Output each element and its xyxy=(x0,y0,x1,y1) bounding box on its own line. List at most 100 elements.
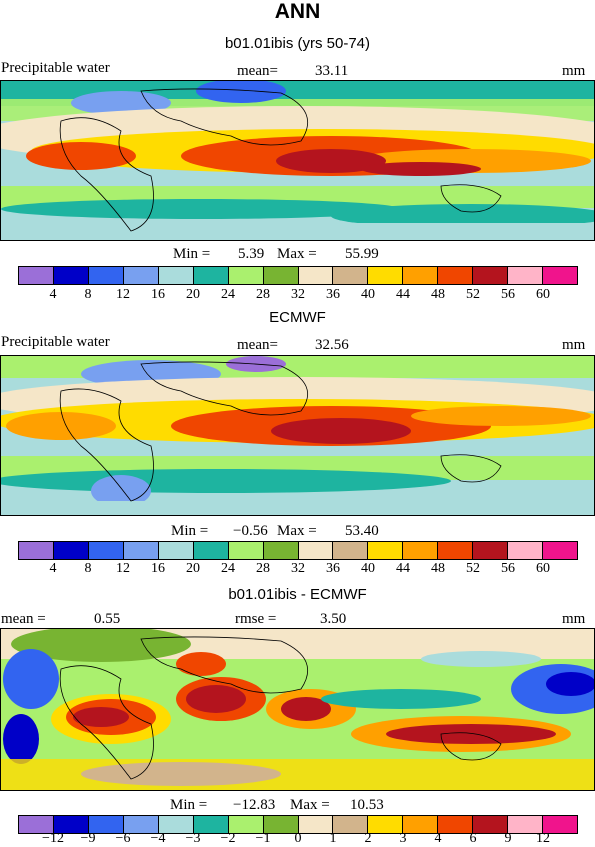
panel2-units: mm xyxy=(562,337,586,353)
colorbar-tick-label: 44 xyxy=(396,287,410,302)
colorbar-tick-label: −4 xyxy=(150,831,166,846)
colorbar-swatch xyxy=(193,816,229,833)
panel2-mean-value: 32.56 xyxy=(315,337,349,353)
colorbar-tick-label: 3 xyxy=(399,831,407,846)
colorbar-tick-label: 0 xyxy=(294,831,302,846)
panel2-map xyxy=(0,355,595,516)
panel1-max-label: Max = xyxy=(277,246,317,262)
panel3-min-label: Min = xyxy=(170,797,208,813)
panel3-colorbar-ticks: −12 −9 −6 −4 −3 −2 −1 0 1 2 3 4 6 9 12 xyxy=(18,831,578,846)
colorbar-swatch xyxy=(368,542,404,559)
colorbar-tick-label: 36 xyxy=(326,561,340,576)
colorbar-swatch xyxy=(88,816,124,833)
colorbar-swatch xyxy=(403,267,439,284)
colorbar-swatch xyxy=(228,816,264,833)
panel2-min-label: Min = xyxy=(171,523,209,539)
colorbar-tick-label: 12 xyxy=(116,561,130,576)
colorbar-swatch xyxy=(53,816,89,833)
colorbar-swatch xyxy=(193,267,229,284)
panel1-field-label: Precipitable water xyxy=(1,60,110,76)
panel2-max-label: Max = xyxy=(277,523,317,539)
colorbar-tick-label: 2 xyxy=(364,831,372,846)
colorbar-tick-label: 28 xyxy=(256,561,270,576)
panel2-subtitle: ECMWF xyxy=(269,309,326,326)
colorbar-tick-label: −6 xyxy=(115,831,131,846)
colorbar-tick-label: 44 xyxy=(396,561,410,576)
colorbar-swatch xyxy=(19,816,54,833)
colorbar-tick-label: 48 xyxy=(431,287,445,302)
panel3-subtitle: b01.01ibis - ECMWF xyxy=(228,586,367,603)
colorbar-swatch xyxy=(298,542,334,559)
colorbar-tick-label: −3 xyxy=(185,831,201,846)
panel1-mean-label: mean= xyxy=(237,63,278,79)
colorbar-tick-label: 24 xyxy=(221,287,235,302)
panel3-mean-label: mean = xyxy=(1,611,46,627)
colorbar-tick-label: 56 xyxy=(501,561,515,576)
panel3-map xyxy=(0,628,595,791)
colorbar-tick-label: 8 xyxy=(84,287,92,302)
colorbar-swatch xyxy=(438,542,474,559)
colorbar-swatch xyxy=(158,816,194,833)
colorbar-swatch xyxy=(333,267,369,284)
colorbar-tick-label: −9 xyxy=(80,831,96,846)
colorbar-swatch xyxy=(508,816,544,833)
colorbar-tick-label: 12 xyxy=(116,287,130,302)
colorbar-swatch xyxy=(298,267,334,284)
colorbar-tick-label: 16 xyxy=(151,561,165,576)
colorbar-swatch xyxy=(53,542,89,559)
colorbar-tick-label: 52 xyxy=(466,287,480,302)
colorbar-tick-label: −12 xyxy=(42,831,64,846)
colorbar-swatch xyxy=(508,267,544,284)
colorbar-tick-label: 1 xyxy=(329,831,337,846)
colorbar-tick-label: 4 xyxy=(49,287,57,302)
colorbar-swatch xyxy=(19,267,54,284)
panel3-rmse-label: rmse = xyxy=(235,611,277,627)
panel1-mean-value: 33.11 xyxy=(315,63,349,79)
colorbar-tick-label: 32 xyxy=(291,561,305,576)
colorbar-tick-label: 56 xyxy=(501,287,515,302)
colorbar-swatch xyxy=(438,267,474,284)
colorbar-tick-label: 12 xyxy=(536,831,550,846)
colorbar-swatch xyxy=(53,267,89,284)
panel3-units: mm xyxy=(562,611,586,627)
colorbar-tick-label: 4 xyxy=(49,561,57,576)
colorbar-swatch xyxy=(19,542,54,559)
panel3-max-label: Max = xyxy=(290,797,330,813)
panel1-min-value: 5.39 xyxy=(238,246,265,262)
colorbar-swatch xyxy=(298,816,334,833)
panel1-units: mm xyxy=(562,63,586,79)
colorbar-swatch xyxy=(158,267,194,284)
colorbar-tick-label: 52 xyxy=(466,561,480,576)
colorbar-swatch xyxy=(123,267,159,284)
colorbar-tick-label: 36 xyxy=(326,287,340,302)
panel2-colorbar-ticks: 4 8 12 16 20 24 28 32 36 40 44 48 52 56 60 xyxy=(18,561,578,577)
panel2-min-value: −0.56 xyxy=(233,523,268,539)
colorbar-swatch xyxy=(158,542,194,559)
panel3-max-value: 10.53 xyxy=(350,797,384,813)
panel2-mean-label: mean= xyxy=(237,337,278,353)
colorbar-swatch xyxy=(263,542,299,559)
colorbar-swatch xyxy=(263,267,299,284)
figure-title: ANN xyxy=(274,0,321,23)
colorbar-tick-label: 40 xyxy=(361,287,375,302)
colorbar-swatch xyxy=(543,267,577,284)
colorbar-tick-label: 20 xyxy=(186,287,200,302)
colorbar-swatch xyxy=(228,267,264,284)
colorbar-tick-label: 32 xyxy=(291,287,305,302)
colorbar-swatch xyxy=(403,542,439,559)
colorbar-tick-label: 60 xyxy=(536,287,550,302)
panel3-rmse-value: 3.50 xyxy=(320,611,347,627)
colorbar-tick-label: −2 xyxy=(220,831,236,846)
colorbar-swatch xyxy=(88,267,124,284)
colorbar-swatch xyxy=(228,542,264,559)
colorbar-swatch xyxy=(368,816,404,833)
panel2-max-value: 53.40 xyxy=(345,523,379,539)
panel2-colorbar xyxy=(18,541,578,560)
colorbar-swatch xyxy=(473,816,509,833)
colorbar-swatch xyxy=(333,816,369,833)
colorbar-tick-label: 8 xyxy=(84,561,92,576)
colorbar-tick-label: 20 xyxy=(186,561,200,576)
colorbar-swatch xyxy=(543,816,577,833)
colorbar-tick-label: 28 xyxy=(256,287,270,302)
colorbar-swatch xyxy=(543,542,577,559)
